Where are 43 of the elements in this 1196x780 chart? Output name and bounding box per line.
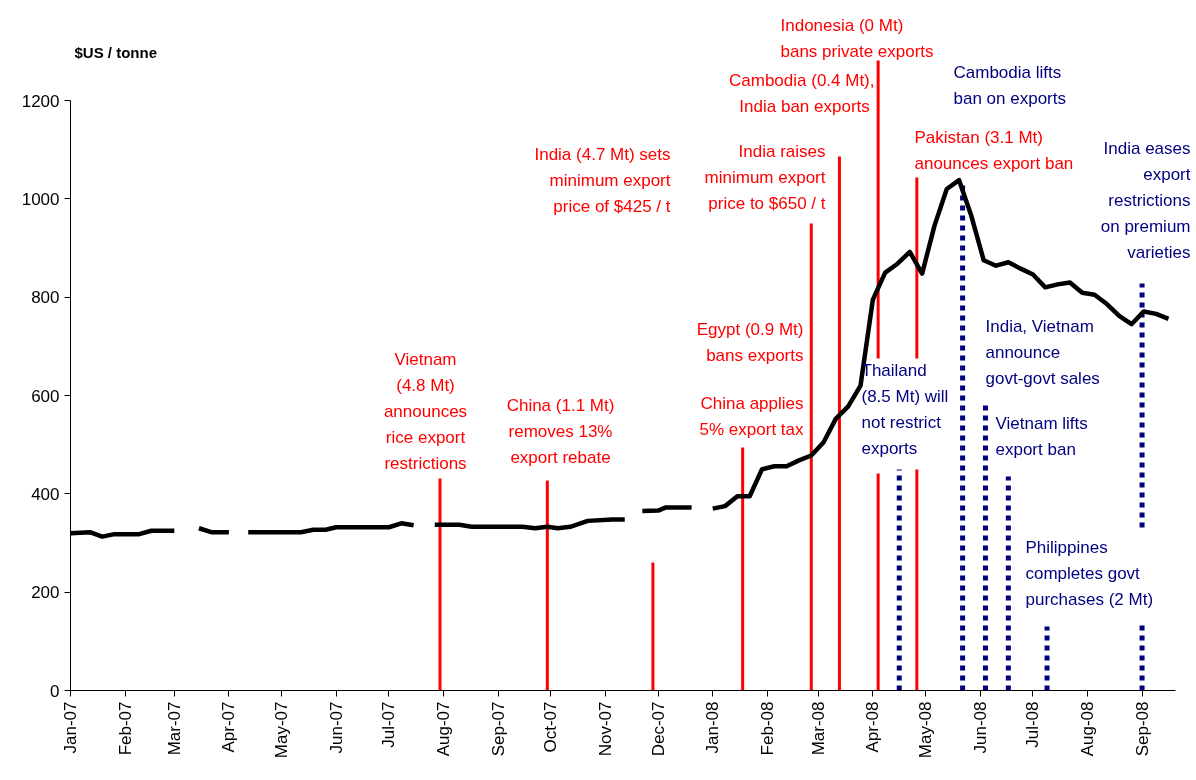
y-tick-label: 200 (31, 583, 60, 603)
y-tick-label: 1200 (21, 91, 60, 111)
x-tick-label: Feb-07 (115, 701, 135, 756)
y-tick-label: 1000 (21, 189, 60, 209)
ref-line-label: China applies 5% export tax (699, 394, 804, 439)
ref-line-label: Pakistan (3.1 Mt) anounces export ban (914, 128, 1074, 173)
x-tick-label: Apr-07 (219, 701, 239, 753)
ref-line-label: Cambodia (0.4 Mt), India ban exports (729, 71, 875, 116)
x-tick-label: Aug-07 (434, 701, 454, 757)
x-tick-label: Aug-08 (1078, 701, 1098, 757)
x-tick-label: Jan-08 (703, 701, 723, 754)
y-tick-label: 0 (50, 681, 60, 701)
ref-line-label: India, Vietnam announce govt-govt sales (985, 317, 1100, 388)
y-tick-label: 400 (31, 484, 60, 504)
ref-line-label: Philippines completes govt purchases (2 Mt) (1025, 538, 1154, 609)
y-tick-label: 800 (31, 288, 60, 308)
ref-line-label: India eases export restrictions on premium varieties (1100, 139, 1191, 262)
x-tick-label: Sep-07 (488, 701, 508, 757)
x-tick-label: Apr-08 (863, 701, 883, 753)
x-tick-label: Sep-08 (1132, 701, 1152, 757)
x-tick-label: Dec-07 (648, 701, 668, 757)
x-tick-label: May-08 (916, 701, 936, 759)
y-axis-title: $US / tonne (74, 44, 158, 61)
x-tick-label: Jun-08 (970, 701, 990, 754)
x-tick-label: Jan-07 (61, 701, 80, 754)
ref-line-label: India (4.7 Mt) sets minimum export price of $425 / t (534, 145, 671, 216)
annotation: Egypt (0.9 Mt) bans exports (696, 320, 804, 365)
x-tick-label: Oct-07 (541, 701, 561, 753)
x-tick-label: May-07 (272, 701, 292, 759)
x-tick-label: Nov-07 (595, 701, 615, 757)
x-tick-label: Jun-07 (326, 701, 346, 754)
ref-line-label: India raises minimum export price to $650 / t (704, 142, 826, 213)
x-tick-label: Jul-07 (379, 701, 399, 748)
x-tick-label: Mar-07 (164, 701, 184, 756)
ref-line-label: China (1.1 Mt) removes 13% export rebate (506, 396, 615, 467)
x-tick-label: Jul-08 (1023, 701, 1043, 748)
ref-line-label: Vietnam (4.8 Mt) announces rice export restrictions (383, 350, 468, 473)
x-tick-label: Feb-08 (757, 701, 777, 756)
ref-line-label: Indonesia (0 Mt) bans private exports (780, 16, 934, 61)
ref-line-label: Cambodia lifts ban on exports (953, 63, 1066, 108)
y-tick-label: 600 (31, 386, 60, 406)
x-tick-label: Mar-08 (808, 701, 828, 756)
ref-line-label: Vietnam lifts export ban (995, 414, 1088, 459)
